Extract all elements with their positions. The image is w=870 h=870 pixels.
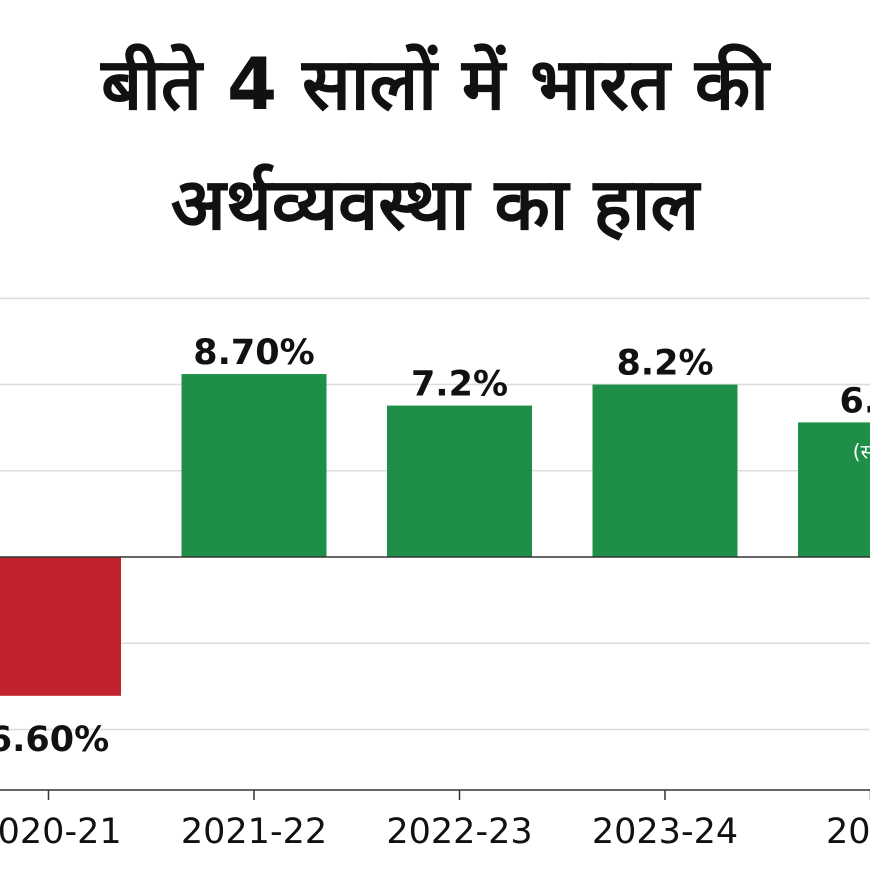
chart-title-line-1: बीते 4 सालों में भारत की — [101, 42, 769, 126]
value-note: (संभ — [853, 439, 870, 463]
value-label: 8.2% — [616, 344, 713, 384]
bar-2023-24 — [592, 384, 738, 557]
bar-2024-25 — [798, 422, 870, 557]
x-tick-label: 2021-22 — [181, 812, 327, 852]
bar-2021-22 — [181, 374, 327, 557]
bar-2020-21 — [0, 557, 121, 696]
x-tick-label: 2023-24 — [592, 812, 738, 852]
x-tick-label: 2022-23 — [386, 812, 532, 852]
bar-2022-23 — [387, 405, 532, 557]
value-label: 6.4 — [839, 381, 870, 421]
value-label: 6.60% — [0, 720, 109, 760]
chart-title-line-2: अर्थव्यवस्था का हाल — [170, 162, 700, 246]
x-tick-label: 2020-21 — [0, 812, 122, 852]
value-label: 7.2% — [411, 365, 508, 405]
x-tick-label: 2024 — [826, 812, 870, 852]
value-label: 8.70% — [193, 333, 314, 373]
